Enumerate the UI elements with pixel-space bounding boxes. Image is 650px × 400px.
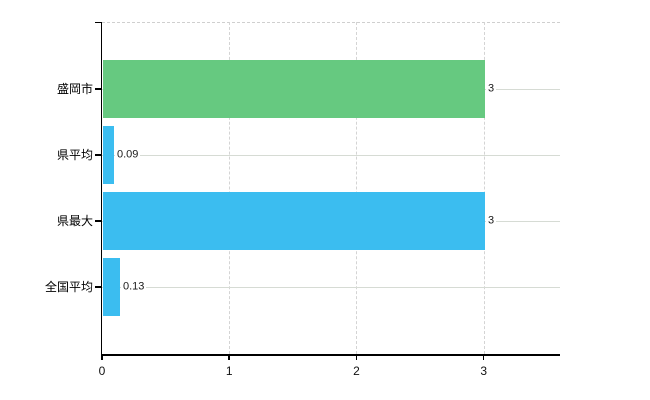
x-tick-label: 2 xyxy=(353,364,360,378)
gridline-vertical xyxy=(229,22,231,354)
category-label-全国平均: 全国平均 xyxy=(44,280,93,294)
row-center-line xyxy=(102,287,560,288)
y-tick xyxy=(95,154,101,156)
x-tick-label: 1 xyxy=(225,364,233,378)
category-label-県最大: 県最大 xyxy=(56,214,93,228)
x-tick xyxy=(101,354,103,360)
x-axis xyxy=(100,354,560,356)
x-tick-label: 0 xyxy=(98,364,106,378)
bar-value-label: 0.13 xyxy=(121,280,147,293)
category-label-盛岡市: 盛岡市 xyxy=(56,82,93,96)
bar-県平均 xyxy=(103,126,114,184)
bar-全国平均 xyxy=(103,258,120,316)
bar-value-label: 3 xyxy=(486,82,497,95)
x-tick xyxy=(482,354,485,360)
category-label-県平均: 県平均 xyxy=(56,148,93,162)
bar-県最大 xyxy=(103,192,485,250)
y-tick xyxy=(95,220,101,222)
plot-top-dashed-line xyxy=(102,22,560,23)
x-tick xyxy=(228,354,230,360)
gridline-vertical xyxy=(483,22,485,354)
x-tick-label: 3 xyxy=(480,364,487,378)
bar-value-label: 0.09 xyxy=(115,148,141,161)
x-tick xyxy=(355,354,358,360)
y-tick xyxy=(95,88,101,90)
y-tick xyxy=(95,286,101,288)
y-axis-top-tick xyxy=(95,21,101,23)
plot-area: 3 0.09 3 0.13 xyxy=(102,22,560,354)
row-center-line xyxy=(102,155,560,156)
y-axis xyxy=(100,22,102,355)
gridline-vertical xyxy=(356,22,358,354)
bar-value-label: 3 xyxy=(486,214,497,227)
bar-盛岡市 xyxy=(103,60,485,118)
